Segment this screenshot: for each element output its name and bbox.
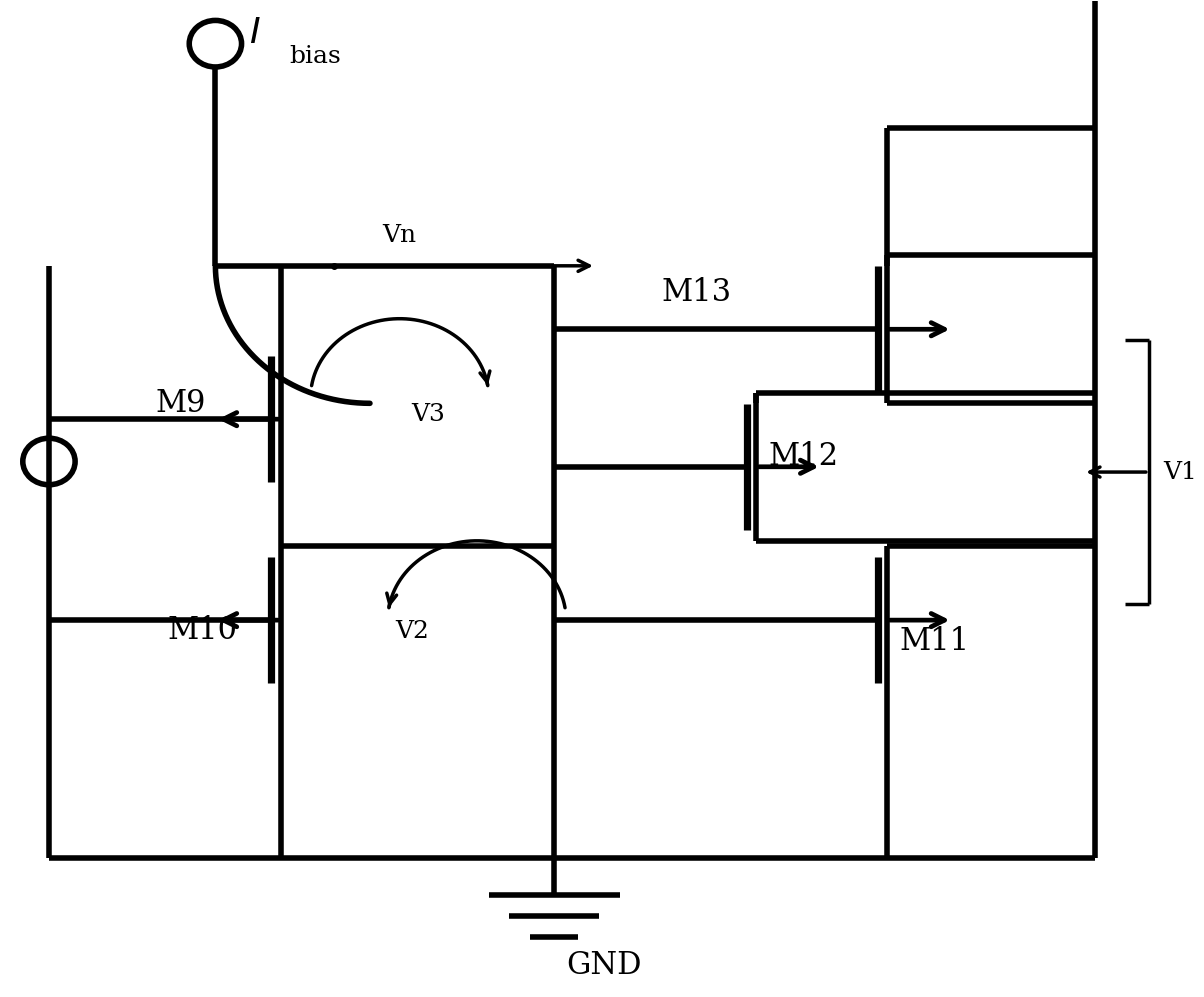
Text: M11: M11 [899,626,969,657]
Text: V3: V3 [412,404,445,427]
Text: Vn: Vn [382,223,415,247]
Text: M9: M9 [157,388,206,419]
Text: M12: M12 [768,441,838,472]
Text: V2: V2 [396,620,430,643]
Text: GND: GND [566,950,642,981]
Text: $I$: $I$ [249,16,260,50]
Text: M13: M13 [661,277,731,308]
Text: M10: M10 [167,615,238,646]
Text: V1: V1 [1163,461,1197,484]
Text: bias: bias [289,45,341,68]
